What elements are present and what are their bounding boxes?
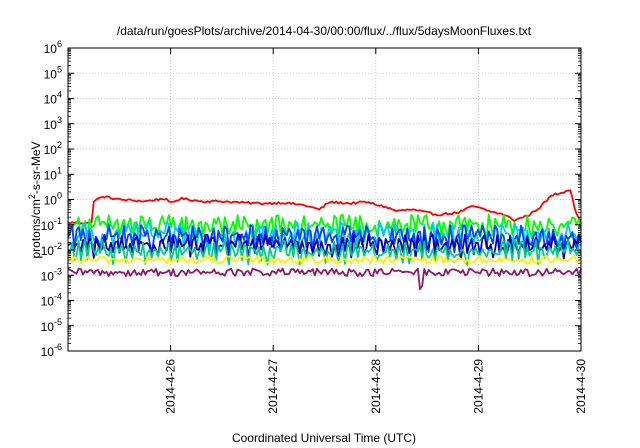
y-tick-label: 105: [44, 64, 62, 81]
y-tick-label: 103: [44, 115, 62, 132]
y-axis-ticks: 106 105 104 103 102 101 100 10-1 10-2 10-3 10-4 10-…: [41, 39, 581, 359]
series-line: [67, 233, 582, 261]
y-tick-label: 102: [44, 140, 62, 157]
series-line: [67, 213, 582, 240]
plot-frame: [67, 47, 582, 352]
grid-lines: [68, 48, 581, 351]
x-tick-label: 2014-4-29: [471, 359, 485, 414]
chart-title: /data/run/goesPlots/archive/2014-04-30/0…: [117, 24, 532, 38]
series-layer: [67, 189, 582, 291]
x-tick-label: 2014-4-30: [574, 359, 588, 414]
y-tick-label: 10-2: [41, 241, 62, 258]
y-tick-label: 10-5: [41, 317, 62, 334]
series-line: [67, 224, 582, 255]
y-tick-label: 10-1: [41, 216, 62, 233]
y-tick-label: 10-4: [41, 292, 62, 309]
y-tick-label: 100: [44, 191, 62, 208]
x-tick-label: 2014-4-26: [164, 359, 178, 414]
x-tick-label: 2014-4-28: [369, 359, 383, 414]
y-tick-label: 10-6: [41, 342, 62, 359]
x-axis-ticks: 2014-4-26 2014-4-27 2014-4-28 2014-4-29 2014…: [164, 48, 588, 414]
x-axis-label: Coordinated Universal Time (UTC): [232, 431, 416, 445]
y-tick-label: 106: [44, 39, 62, 56]
y-tick-label: 104: [44, 90, 62, 107]
series-line: [67, 255, 582, 265]
series-line: [67, 267, 582, 291]
y-tick-label: 10-3: [41, 266, 62, 283]
series-line: [67, 189, 582, 225]
y-tick-label: 101: [44, 165, 62, 182]
y-axis-label: protons/cm2-s-sr-MeV: [27, 141, 43, 258]
x-tick-label: 2014-4-27: [266, 359, 280, 414]
